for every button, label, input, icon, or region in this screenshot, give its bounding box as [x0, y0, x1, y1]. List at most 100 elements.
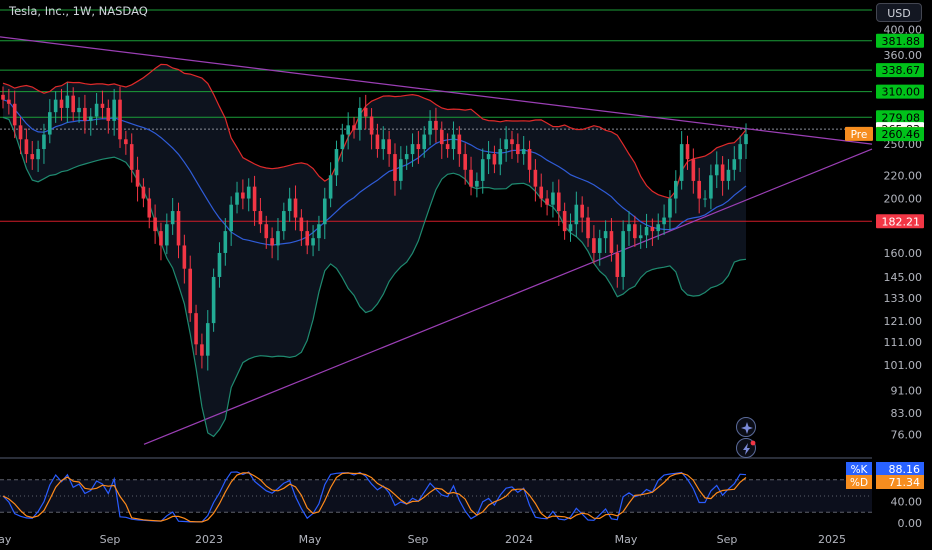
- candle-body: [621, 231, 625, 277]
- candle-69: [404, 145, 409, 170]
- y-tick-label-14: 91.00: [891, 385, 923, 398]
- candle-61: [358, 97, 362, 141]
- candle-89: [521, 135, 526, 165]
- compass-icon[interactable]: [736, 417, 756, 437]
- candle-15: [88, 108, 93, 136]
- candle-body: [252, 186, 257, 212]
- stoch-name-1: %D: [850, 477, 868, 489]
- candle-28: [165, 213, 169, 255]
- candle-body: [434, 120, 438, 130]
- candle-37: [217, 242, 222, 288]
- price-label-bg-2: [876, 84, 924, 99]
- y-tick-label-1: 360.00: [884, 49, 923, 62]
- candle-body: [287, 198, 292, 212]
- candle-body: [551, 192, 555, 205]
- candle-body: [556, 192, 561, 212]
- candle-108: [633, 215, 637, 247]
- lightning-alert-icon[interactable]: [736, 438, 756, 458]
- candle-body: [141, 186, 146, 199]
- candle-36: [211, 268, 216, 332]
- candle-body: [170, 211, 175, 225]
- candle-body: [100, 103, 105, 108]
- bollinger-upper-line: [2, 63, 747, 199]
- candle-body: [679, 144, 684, 181]
- x-tick-label-3: May: [299, 533, 322, 546]
- candle-80: [469, 156, 473, 196]
- candle-body: [709, 175, 713, 199]
- candle-95: [556, 179, 561, 226]
- candle-32: [188, 255, 193, 322]
- sma-line: [2, 99, 747, 246]
- candle-78: [457, 126, 462, 167]
- candle-103: [603, 220, 608, 254]
- candle-34: [200, 333, 204, 369]
- candle-body: [592, 238, 596, 253]
- candle-body: [153, 217, 157, 232]
- candle-body: [510, 139, 514, 145]
- candle-18: [106, 99, 111, 134]
- candle-125: [732, 146, 737, 181]
- candle-49: [287, 187, 292, 222]
- candle-96: [562, 202, 567, 240]
- candle-body: [48, 112, 52, 135]
- candle-114: [668, 190, 672, 231]
- candle-body: [533, 169, 538, 187]
- candle-8: [48, 99, 52, 144]
- candle-123: [720, 156, 725, 196]
- y-tick-label-8: 160.00: [884, 247, 923, 260]
- candle-21: [124, 130, 128, 155]
- candle-body: [691, 159, 696, 181]
- candle-91: [533, 159, 538, 202]
- candle-60: [352, 116, 356, 139]
- stochastic-k-line: [2, 471, 747, 523]
- candle-body: [726, 169, 731, 181]
- candle-9: [53, 91, 58, 123]
- candle-24: [141, 178, 146, 208]
- price-label-bg-0: [876, 33, 924, 48]
- compass-glyph: [741, 422, 753, 434]
- candle-body: [644, 226, 649, 236]
- candle-23: [135, 156, 140, 202]
- x-tick-label-7: Sep: [717, 533, 738, 546]
- price-label-3: 279.08: [882, 111, 921, 124]
- candle-body: [1, 94, 5, 100]
- candle-body: [498, 149, 503, 165]
- candle-82: [480, 148, 485, 194]
- candle-100: [586, 206, 590, 247]
- candle-124: [726, 159, 731, 190]
- candle-body: [200, 344, 204, 356]
- candle-55: [322, 187, 327, 240]
- candle-90: [527, 140, 532, 183]
- trendline-0: [0, 36, 873, 145]
- currency-button[interactable]: USD: [876, 3, 922, 22]
- candle-92: [539, 173, 544, 208]
- candle-body: [223, 231, 228, 253]
- price-label-bg-1: [876, 63, 924, 78]
- candle-26: [153, 204, 157, 244]
- candle-16: [94, 93, 99, 126]
- candle-body: [241, 192, 245, 199]
- candle-body: [685, 144, 690, 160]
- candle-body: [714, 164, 719, 176]
- candle-102: [597, 229, 602, 266]
- candle-body: [638, 235, 643, 239]
- candle-body: [422, 134, 427, 150]
- candle-body: [211, 276, 216, 324]
- candle-4: [24, 128, 29, 163]
- candle-7: [42, 123, 46, 164]
- bollinger-fill: [3, 64, 746, 437]
- candle-120: [703, 190, 707, 208]
- candle-body: [738, 144, 742, 160]
- candle-body: [656, 224, 661, 232]
- candle-body: [352, 125, 356, 130]
- candle-25: [147, 187, 152, 229]
- candle-101: [592, 225, 596, 264]
- candle-17: [100, 90, 105, 119]
- candle-98: [574, 191, 579, 237]
- candle-body: [527, 149, 532, 170]
- candle-body: [504, 139, 508, 150]
- candle-48: [282, 202, 286, 240]
- candle-31: [182, 234, 187, 284]
- candle-body: [580, 204, 584, 218]
